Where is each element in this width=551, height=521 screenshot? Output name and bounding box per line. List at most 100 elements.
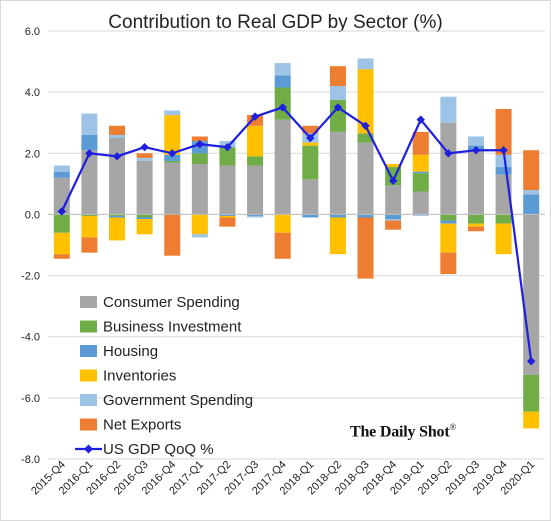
bar-segment [523, 214, 540, 375]
gdp-point [85, 149, 94, 158]
bar-segment [136, 160, 153, 215]
y-tick-label: -2.0 [21, 271, 40, 283]
bar-segment [219, 147, 236, 166]
bar-segment [247, 215, 264, 218]
bar-segment [247, 214, 264, 216]
gdp-point [223, 142, 232, 152]
bar-segment [136, 153, 153, 158]
bar-segment [136, 217, 153, 220]
bar-segment [247, 125, 264, 157]
bar-segment [440, 223, 457, 253]
bar-segment [385, 185, 402, 215]
bar-segment [412, 214, 429, 216]
bar-segment [53, 165, 70, 172]
gdp-point [112, 152, 122, 161]
bar-segment [164, 110, 181, 116]
watermark-mark: ® [449, 422, 457, 432]
gdp-point [526, 356, 536, 366]
bar-segment [109, 134, 126, 138]
legend-swatch [80, 296, 97, 308]
legend-label: Inventories [103, 368, 176, 385]
bar-segment [164, 162, 181, 215]
bar-segment [329, 214, 346, 218]
gdp-point [250, 112, 260, 121]
bar-segment [523, 150, 540, 190]
bar-segment [467, 223, 484, 227]
bar-segment [329, 131, 346, 215]
gdp-point [140, 142, 149, 152]
bar-segment [467, 214, 484, 224]
bar-segment [81, 237, 98, 253]
bar-segment [109, 217, 126, 241]
y-axis: 6.0 4.0 2.0 0.0 -2.0 -4.0 -6.0 -8.0 [21, 26, 40, 466]
watermark-text: The Daily Shot [350, 423, 450, 441]
gdp-point [471, 146, 481, 155]
bar-segment [109, 215, 126, 218]
gdp-point [57, 207, 67, 216]
bar-segment [467, 226, 484, 232]
bar-segment [385, 163, 402, 168]
bar-segment [136, 214, 153, 218]
bar-segment [329, 99, 346, 132]
bar-segment [495, 108, 512, 155]
gdp-point [416, 115, 425, 124]
gdp-point [306, 133, 315, 143]
bar-segment [495, 223, 512, 255]
bar-segment [164, 154, 181, 161]
bar-segment [191, 163, 208, 215]
bar-segment [412, 171, 429, 174]
bar-segment [274, 119, 291, 215]
y-tick-label: -8.0 [21, 454, 40, 466]
bar-segment [467, 136, 484, 146]
bar-segment [219, 215, 236, 218]
bar-segment [329, 86, 346, 100]
gdp-point [444, 149, 453, 158]
y-tick-label: 6.0 [25, 26, 40, 38]
bar-segment [357, 69, 374, 134]
legend-label: Government Spending [103, 392, 253, 409]
legend-label: Business Investment [103, 319, 242, 336]
gdp-point [278, 103, 287, 112]
bar-segment [191, 234, 208, 238]
y-tick-label: -6.0 [21, 393, 40, 405]
bar-segment [81, 134, 98, 151]
y-tick-label: 4.0 [25, 87, 40, 99]
gdp-line [57, 103, 536, 366]
y-tick-label: 2.0 [25, 148, 40, 160]
watermark: The Daily Shot® [350, 422, 456, 441]
bar-segment [357, 133, 374, 143]
legend-label: Net Exports [103, 417, 181, 434]
bar-segment [523, 189, 540, 195]
bar-segment [440, 220, 457, 224]
gdp-line-path [60, 105, 533, 362]
y-tick-label: -4.0 [21, 332, 40, 344]
bar-segment [274, 75, 291, 88]
bar-segment [164, 160, 181, 163]
bar-segment [495, 154, 512, 168]
bar-segment [274, 232, 291, 259]
bar-segment [357, 214, 374, 218]
bar-segment [329, 66, 346, 87]
bar-segment [385, 214, 402, 220]
bar-segment [81, 150, 98, 215]
bar-segment [440, 252, 457, 275]
bar-segment [136, 219, 153, 235]
bar-segment [53, 171, 70, 178]
gdp-point [499, 146, 508, 155]
bar-segment [81, 113, 98, 135]
bar-segment [53, 232, 70, 255]
bar-segment [440, 214, 457, 221]
legend-label: Consumer Spending [103, 294, 240, 311]
bar-segment [247, 156, 264, 166]
bar-segment [495, 167, 512, 175]
bar-segment [81, 215, 98, 238]
gdp-point [333, 103, 343, 112]
legend-label: US GDP QoQ % [103, 441, 214, 458]
gdp-point [361, 121, 370, 130]
bar-segment [523, 411, 540, 429]
bar-segment [164, 115, 181, 155]
bar-segment [247, 165, 264, 215]
bar-segment [274, 214, 291, 233]
bar-segment [412, 154, 429, 172]
